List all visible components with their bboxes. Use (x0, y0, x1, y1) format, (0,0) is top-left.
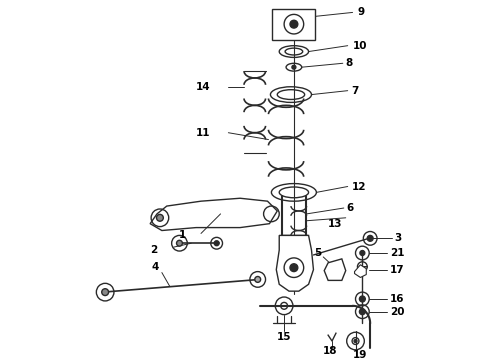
Text: 9: 9 (358, 8, 365, 17)
Circle shape (367, 235, 373, 241)
Text: 5: 5 (314, 248, 321, 258)
Text: 14: 14 (196, 82, 211, 92)
Circle shape (360, 309, 365, 315)
FancyBboxPatch shape (272, 9, 316, 40)
Polygon shape (324, 259, 346, 280)
Text: 7: 7 (352, 86, 359, 96)
Text: 19: 19 (353, 350, 367, 360)
Text: 11: 11 (196, 128, 211, 138)
Polygon shape (276, 235, 314, 291)
Circle shape (354, 339, 357, 342)
Text: 20: 20 (390, 307, 404, 317)
Text: 4: 4 (151, 262, 159, 272)
Polygon shape (355, 265, 366, 278)
Text: 13: 13 (328, 219, 343, 229)
Text: 3: 3 (394, 233, 402, 243)
Text: 8: 8 (346, 58, 353, 68)
Text: 12: 12 (352, 181, 366, 192)
Circle shape (255, 276, 261, 282)
Text: 1: 1 (179, 230, 186, 240)
Circle shape (176, 240, 182, 246)
Text: 2: 2 (150, 245, 157, 255)
Circle shape (290, 20, 298, 28)
Circle shape (292, 65, 296, 69)
Circle shape (360, 296, 365, 302)
Text: 18: 18 (323, 346, 338, 356)
Circle shape (360, 251, 365, 256)
Circle shape (156, 215, 163, 221)
Text: 16: 16 (390, 294, 404, 304)
Circle shape (290, 264, 298, 271)
Text: 6: 6 (347, 203, 354, 213)
Circle shape (102, 289, 109, 296)
Circle shape (214, 241, 219, 246)
Text: 15: 15 (277, 332, 292, 342)
Text: 10: 10 (353, 41, 367, 51)
Text: 17: 17 (390, 265, 404, 275)
Text: 21: 21 (390, 248, 404, 258)
Polygon shape (150, 198, 277, 230)
